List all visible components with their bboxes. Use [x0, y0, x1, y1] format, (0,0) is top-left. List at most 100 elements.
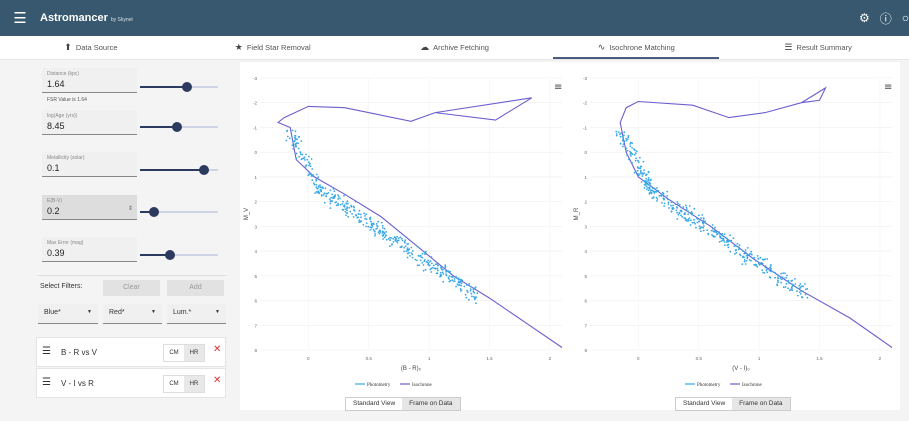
photometry-point	[473, 295, 475, 298]
photometry-point	[647, 183, 650, 186]
photometry-point	[316, 191, 319, 194]
photometry-point	[316, 187, 318, 190]
photometry-point	[308, 155, 310, 158]
photometry-point	[469, 290, 472, 292]
info-icon[interactable]: ⓘ	[879, 11, 892, 26]
photometry-point	[762, 271, 764, 274]
tab-isochrone-matching[interactable]: ∿ Isochrone Matching	[545, 36, 727, 59]
photometry-point	[691, 212, 694, 215]
cmd-plot-2[interactable]: -3 -2 -1 0 1 2 3 4 5 6 7 8 0 0.5 1 1.5 2 (V - I)₀ M_R ≡ Phot…	[570, 62, 900, 397]
photometry-point	[406, 252, 409, 255]
frame-on-data-button[interactable]: Frame on Data	[402, 398, 460, 410]
cm-toggle[interactable]: CM	[169, 350, 179, 356]
metallicity-field[interactable]: Metallicity (solar) 0.1	[42, 152, 137, 177]
photometry-point	[729, 234, 731, 237]
cmd-plot-1[interactable]: -3 -2 -1 0 1 2 3 4 5 6 7 8 0 0.5 1 1.5 2 (B - R)₀ M_V ≡ Phot…	[240, 62, 570, 397]
github-icon[interactable]: ○	[901, 11, 909, 25]
ebv-slider[interactable]	[140, 207, 218, 217]
photometry-point	[389, 239, 391, 242]
photometry-point	[656, 200, 658, 202]
distance-field[interactable]: Distance (kpc) 1.64	[42, 68, 137, 93]
ebv-field[interactable]: E(B-V) 0.2 ⇕	[42, 195, 137, 220]
standard-view-button[interactable]: Standard View	[353, 400, 396, 407]
photometry-point	[702, 225, 705, 227]
select-value: Lum.*	[173, 309, 192, 316]
chart-1: -3 -2 -1 0 1 2 3 4 5 6 7 8 0 0.5 1 1.5 2 (B - R)₀ M_V ≡ Phot…	[240, 62, 570, 410]
hr-toggle[interactable]: HR	[184, 345, 204, 361]
remove-icon[interactable]: ✕	[213, 375, 222, 386]
photometry-point	[663, 202, 666, 205]
photometry-point	[399, 246, 402, 248]
photometry-point	[729, 250, 732, 253]
stepper-icon[interactable]: ⇕	[127, 206, 133, 212]
photometry-point	[701, 214, 704, 216]
blue-filter-select[interactable]: Blue* ▼	[38, 304, 98, 324]
photometry-point	[337, 198, 339, 200]
photometry-point	[359, 213, 362, 216]
photometry-point	[322, 194, 325, 196]
app-subtitle: by Skynet	[110, 16, 133, 23]
photometry-point	[640, 181, 643, 183]
photometry-point	[325, 195, 328, 198]
photometry-point	[648, 187, 651, 189]
photometry-point	[347, 215, 350, 218]
photometry-point	[370, 223, 373, 225]
age-field[interactable]: log(Age (yrs)) 8.45	[42, 110, 137, 135]
tab-field-star-removal[interactable]: ★ Field Star Removal	[182, 36, 364, 59]
photometry-point	[445, 270, 447, 273]
photometry-point	[452, 280, 455, 282]
distance-slider[interactable]	[140, 82, 218, 92]
photometry-point	[642, 160, 645, 163]
photometry-point	[785, 276, 788, 279]
photometry-point	[791, 279, 794, 282]
photometry-point	[747, 254, 749, 257]
photometry-point	[295, 157, 298, 160]
photometry-point	[397, 237, 400, 240]
photometry-point	[777, 281, 779, 284]
photometry-point	[457, 277, 460, 279]
cm-toggle[interactable]: CM	[169, 381, 179, 387]
lum-filter-select[interactable]: Lum.* ▼	[167, 304, 226, 324]
menu-icon[interactable]: ☰	[13, 10, 27, 27]
photometry-point	[685, 204, 687, 207]
photometry-point	[343, 204, 346, 207]
photometry-point	[408, 248, 411, 251]
frame-on-data-button[interactable]: Frame on Data	[732, 398, 790, 410]
photometry-point	[321, 194, 323, 197]
photometry-point	[476, 292, 479, 295]
photometry-point	[315, 183, 318, 186]
tab-data-source[interactable]: ⬆ Data Source	[0, 36, 182, 59]
add-button[interactable]: Add	[167, 280, 224, 296]
red-filter-select[interactable]: Red* ▼	[103, 304, 162, 324]
photometry-point	[292, 140, 294, 143]
settings-icon[interactable]: ⚙	[858, 11, 870, 25]
clear-button[interactable]: Clear	[103, 280, 160, 296]
photometry-point	[335, 204, 338, 207]
legend-isochrone: Isochrone	[742, 383, 762, 388]
photometry-point	[647, 176, 650, 179]
metallicity-slider[interactable]	[140, 165, 218, 175]
drag-handle-icon[interactable]: ☰	[42, 377, 51, 388]
age-slider[interactable]	[140, 122, 218, 132]
photometry-point	[697, 220, 700, 223]
photometry-point	[466, 289, 468, 292]
photometry-point	[419, 254, 422, 257]
max-error-field[interactable]: Max Error (mag) 0.39	[42, 237, 137, 262]
standard-view-button[interactable]: Standard View	[683, 400, 726, 407]
photometry-point	[471, 295, 473, 298]
photometry-point	[667, 198, 669, 201]
hr-toggle[interactable]: HR	[184, 376, 204, 392]
photometry-point	[335, 201, 338, 203]
tab-archive-fetching[interactable]: ☁ Archive Fetching	[364, 36, 546, 59]
max-error-slider[interactable]	[140, 250, 218, 260]
photometry-point	[405, 250, 408, 253]
tab-result-summary[interactable]: ☰ Result Summary	[727, 36, 909, 59]
filter-row: ☰ V - I vs R CM HR ✕	[36, 368, 226, 398]
photometry-point	[615, 134, 618, 137]
drag-handle-icon[interactable]: ☰	[42, 346, 51, 357]
photometry-point	[470, 292, 473, 295]
x-tick-label: 1.5	[816, 356, 823, 361]
photometry-point	[417, 254, 420, 257]
remove-icon[interactable]: ✕	[213, 344, 222, 355]
photometry-point	[700, 230, 702, 233]
